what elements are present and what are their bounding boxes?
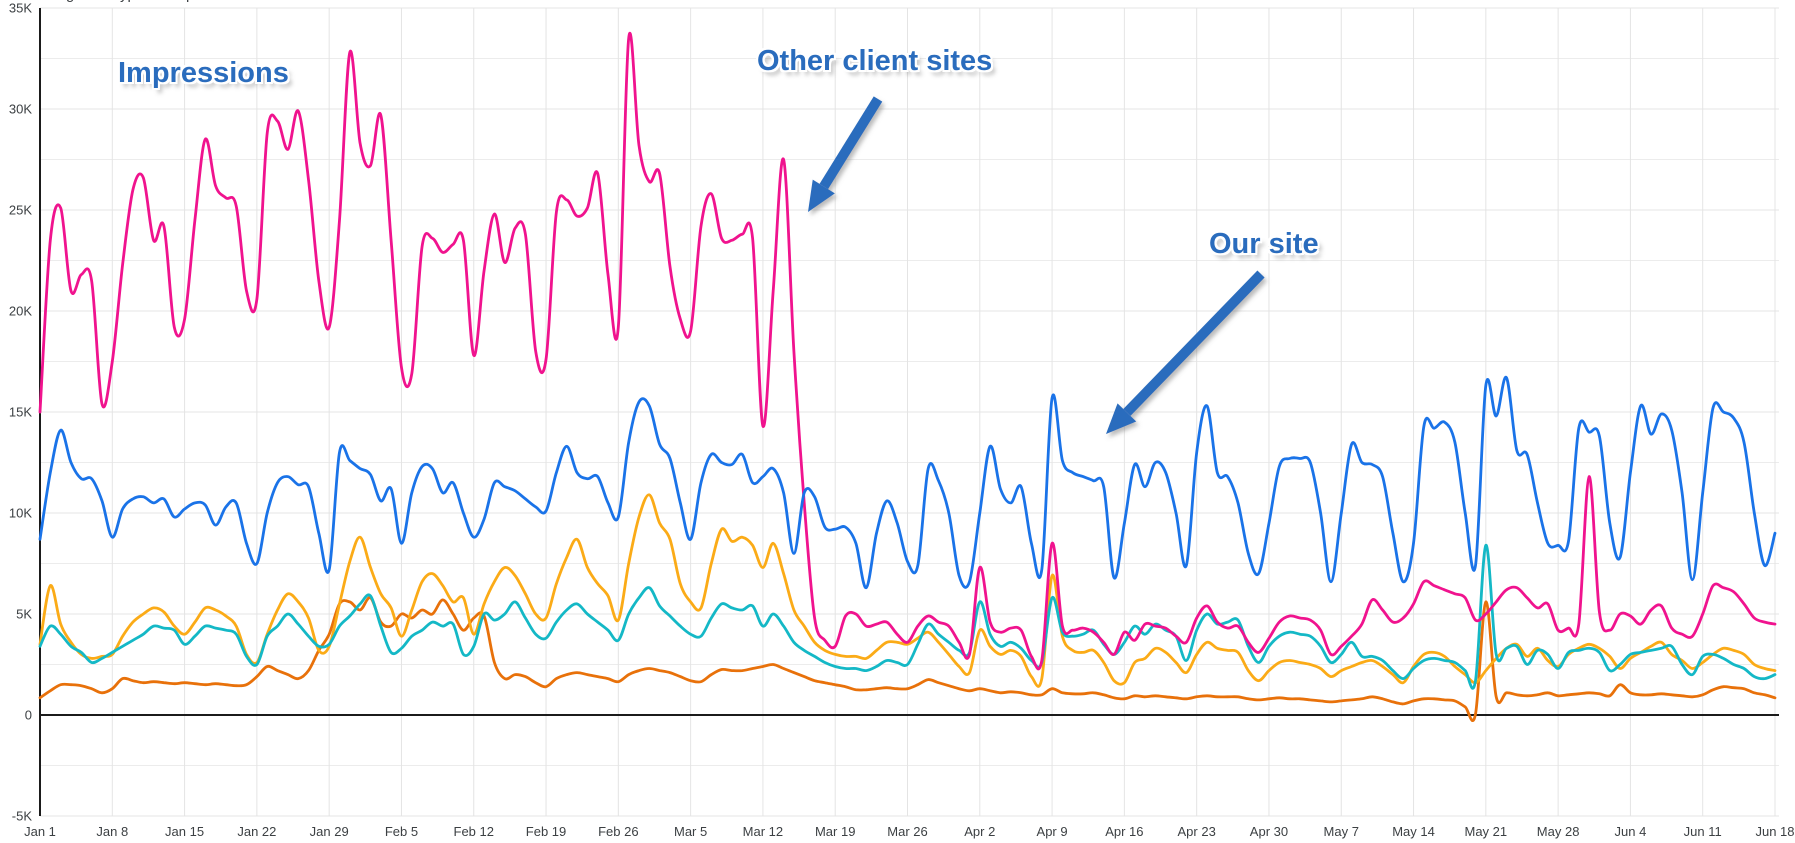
clipped-page-title: g yp p (0, 0, 600, 7)
annotation-other-client-sites: Other client sites (757, 45, 993, 77)
x-tick-label: Feb 12 (454, 824, 494, 839)
series-line-other-client-sites (38, 32, 1777, 671)
y-tick-label: 15K (9, 405, 32, 420)
x-tick-label: Apr 9 (1037, 824, 1068, 839)
x-tick-label: Jan 1 (24, 824, 56, 839)
x-tick-label: Jan 29 (310, 824, 349, 839)
y-tick-label: 5K (16, 607, 32, 622)
title-fragment: p (186, 0, 194, 3)
series-line-amber (38, 493, 1777, 688)
y-tick-label: 0 (25, 708, 32, 723)
axis-tick-labels: -5K 0 5K 10K 15K 20K 25K 30K 35K Jan 1 Jan 8 Jan 15… (9, 1, 1795, 840)
series-line-our-site (38, 376, 1777, 590)
x-tick-label: May 14 (1392, 824, 1435, 839)
y-tick-label: 30K (9, 102, 32, 117)
title-fragment: yp (120, 0, 136, 3)
x-tick-label: Jan 8 (96, 824, 128, 839)
x-tick-label: Apr 23 (1178, 824, 1216, 839)
y-tick-label: 20K (9, 304, 32, 319)
annotation-arrow-our-site (1106, 270, 1265, 434)
x-tick-label: Jun 4 (1615, 824, 1647, 839)
x-tick-label: May 7 (1324, 824, 1359, 839)
annotation-impressions: Impressions (118, 57, 289, 89)
series-line-orange (38, 596, 1777, 722)
y-tick-label: 35K (9, 1, 32, 16)
x-tick-label: Jun 11 (1684, 824, 1722, 839)
x-tick-label: May 28 (1537, 824, 1580, 839)
x-tick-label: Mar 12 (743, 824, 783, 839)
x-tick-label: Feb 5 (385, 824, 418, 839)
x-tick-label: Jan 22 (237, 824, 276, 839)
x-tick-label: Feb 26 (598, 824, 638, 839)
x-tick-label: Mar 5 (674, 824, 707, 839)
x-tick-label: Apr 16 (1105, 824, 1143, 839)
y-tick-label: -5K (12, 809, 33, 824)
y-tick-label: 25K (9, 203, 32, 218)
x-tick-label: Jun 18 (1755, 824, 1794, 839)
x-tick-label: Apr 2 (964, 824, 995, 839)
x-tick-label: Jan 15 (165, 824, 204, 839)
series-line-teal (38, 543, 1777, 690)
x-tick-label: Apr 30 (1250, 824, 1288, 839)
title-fragment: g (66, 0, 74, 3)
x-tick-label: Mar 19 (815, 824, 855, 839)
x-tick-label: Feb 19 (526, 824, 566, 839)
annotation-our-site: Our site (1209, 228, 1319, 260)
annotation-arrow-other-client-sites (808, 96, 883, 212)
x-tick-label: May 21 (1465, 824, 1508, 839)
y-tick-label: 10K (9, 506, 32, 521)
x-tick-label: Mar 26 (887, 824, 927, 839)
